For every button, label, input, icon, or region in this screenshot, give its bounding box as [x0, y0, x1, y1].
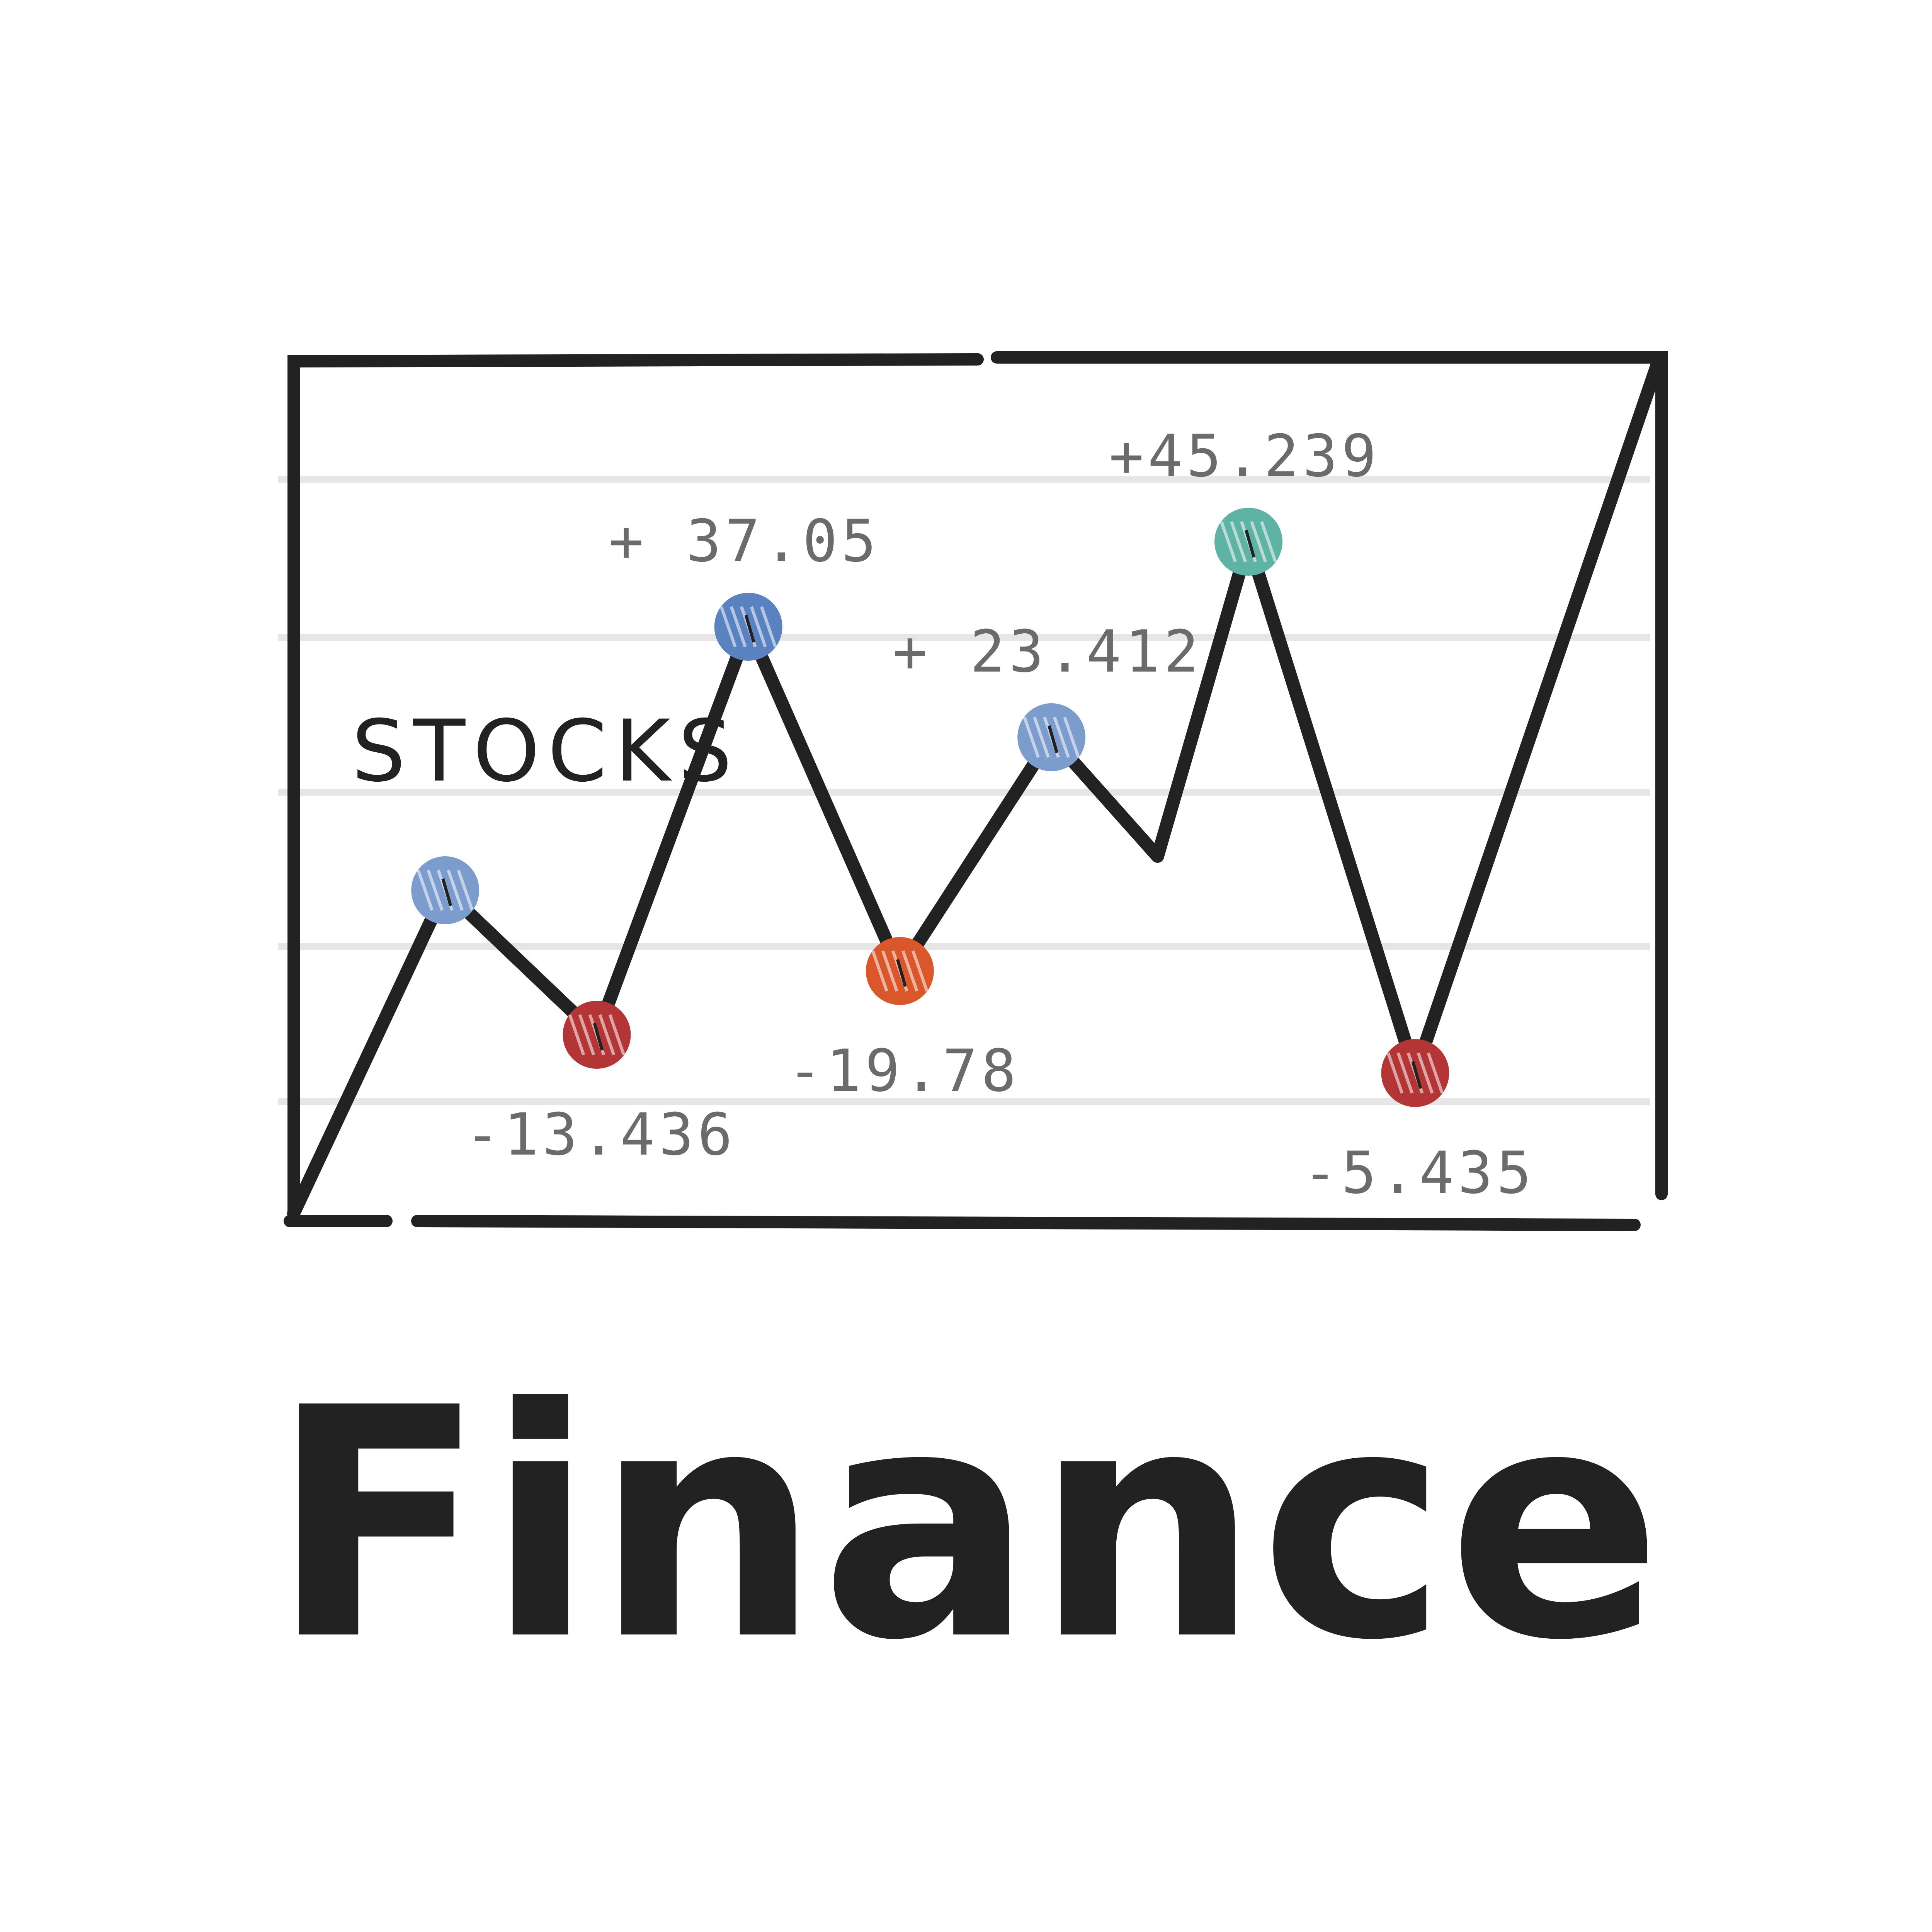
- hatch-stroke: [1250, 521, 1267, 563]
- hatch-stroke: [427, 869, 444, 911]
- data-points: [411, 508, 1449, 1107]
- data-point-tick: [1048, 725, 1058, 753]
- hatch-stroke: [719, 606, 737, 648]
- series-line-stocks: [287, 357, 1664, 1220]
- hatch-stroke: [750, 606, 767, 648]
- hatch-stroke: [1417, 1052, 1434, 1094]
- hatch-stroke: [881, 950, 898, 992]
- hatch-stroke: [447, 869, 464, 911]
- hatch-stroke: [1023, 716, 1040, 758]
- hatch-stroke: [912, 950, 929, 992]
- data-label: +45.239: [1109, 423, 1380, 490]
- hatch-stroke: [1033, 716, 1050, 758]
- data-label: -19.78: [787, 1037, 1020, 1105]
- hatch-stroke: [578, 1014, 595, 1056]
- data-point-tick: [441, 878, 452, 906]
- hatch-stroke: [901, 950, 918, 992]
- series-label-stocks: STOCKS: [352, 702, 740, 801]
- frame-top-right: [991, 351, 1668, 1200]
- hatch-stroke: [730, 606, 747, 648]
- page-title: Finance: [270, 1341, 1662, 1709]
- frame-left-top: [287, 353, 984, 1223]
- data-point-tick: [744, 614, 755, 643]
- data-label: + 37.05: [609, 508, 880, 575]
- hatch-stroke: [1063, 716, 1080, 758]
- hatch-stroke: [1396, 1052, 1414, 1094]
- hatch-stroke: [598, 1014, 616, 1056]
- hatch-stroke: [1220, 521, 1237, 563]
- data-point-tick: [1245, 529, 1255, 558]
- series-line-layer: [287, 357, 1664, 1220]
- hatch-stroke: [871, 950, 888, 992]
- hatch-stroke: [760, 606, 777, 648]
- hatch-stroke: [568, 1014, 585, 1056]
- hatch-stroke: [1053, 716, 1070, 758]
- chart-frame: [284, 351, 1668, 1231]
- data-point-tick: [896, 959, 907, 987]
- hatch-stroke: [1230, 521, 1247, 563]
- hatch-stroke: [1427, 1052, 1444, 1094]
- data-point-tick: [1411, 1061, 1422, 1089]
- hatch-stroke: [1386, 1052, 1404, 1094]
- data-label: -5.435: [1303, 1139, 1536, 1207]
- data-point-tick: [593, 1022, 604, 1051]
- data-label: + 23.412: [893, 618, 1202, 685]
- data-labels: -13.436 + 37.05 -19.78 + 23.412 +45.239 -5.43…: [465, 423, 1536, 1207]
- data-label: -13.436: [465, 1101, 736, 1168]
- frame-bottom-right: [411, 1215, 1641, 1231]
- data-point-hatch: [417, 869, 474, 911]
- hatch-stroke: [608, 1014, 626, 1056]
- hatch-stroke: [417, 869, 434, 911]
- hatch-stroke: [1260, 521, 1277, 563]
- hatch-stroke: [457, 869, 474, 911]
